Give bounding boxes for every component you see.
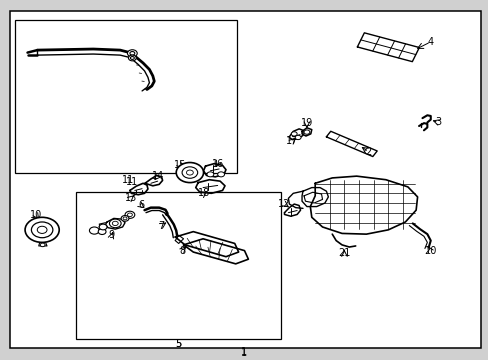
- Text: 5: 5: [175, 339, 182, 350]
- Text: 9: 9: [109, 230, 115, 240]
- Circle shape: [123, 217, 127, 220]
- Text: 16: 16: [211, 159, 224, 168]
- Text: 18: 18: [198, 188, 210, 198]
- Circle shape: [127, 213, 132, 217]
- Text: 11: 11: [122, 175, 134, 185]
- Text: 5: 5: [175, 339, 182, 349]
- Circle shape: [295, 135, 301, 140]
- Text: 1: 1: [241, 347, 247, 357]
- Text: 17: 17: [285, 136, 298, 146]
- FancyBboxPatch shape: [10, 12, 480, 348]
- Text: 7: 7: [158, 221, 164, 230]
- Text: 4: 4: [427, 37, 433, 47]
- Circle shape: [217, 172, 224, 177]
- Text: 6: 6: [138, 201, 144, 211]
- Circle shape: [130, 51, 135, 55]
- FancyBboxPatch shape: [15, 21, 237, 172]
- FancyBboxPatch shape: [76, 192, 281, 339]
- Circle shape: [112, 221, 118, 226]
- Circle shape: [130, 57, 134, 59]
- Text: 2: 2: [365, 147, 371, 157]
- Text: 12: 12: [278, 199, 290, 209]
- Text: 3: 3: [435, 117, 441, 127]
- Circle shape: [40, 243, 45, 247]
- Circle shape: [37, 226, 47, 233]
- Text: 19: 19: [300, 118, 312, 128]
- Circle shape: [127, 50, 137, 57]
- Circle shape: [98, 229, 106, 234]
- Circle shape: [186, 170, 193, 175]
- Text: 20: 20: [424, 246, 436, 256]
- Circle shape: [109, 219, 121, 228]
- Text: 14: 14: [151, 171, 163, 181]
- Text: 15: 15: [174, 161, 186, 170]
- Circle shape: [89, 227, 99, 234]
- Circle shape: [176, 162, 203, 183]
- Circle shape: [206, 172, 213, 177]
- Circle shape: [291, 132, 297, 136]
- Circle shape: [304, 130, 309, 134]
- Text: 11: 11: [126, 176, 138, 186]
- Text: 8: 8: [179, 246, 185, 256]
- Text: 21: 21: [338, 248, 350, 258]
- Circle shape: [99, 224, 107, 230]
- Circle shape: [182, 167, 197, 178]
- Circle shape: [125, 211, 135, 219]
- Circle shape: [31, 222, 53, 238]
- Text: 13: 13: [125, 193, 137, 203]
- Circle shape: [25, 217, 59, 242]
- Circle shape: [121, 216, 129, 221]
- Text: 10: 10: [30, 210, 42, 220]
- Text: 1: 1: [241, 348, 247, 358]
- Circle shape: [128, 55, 136, 61]
